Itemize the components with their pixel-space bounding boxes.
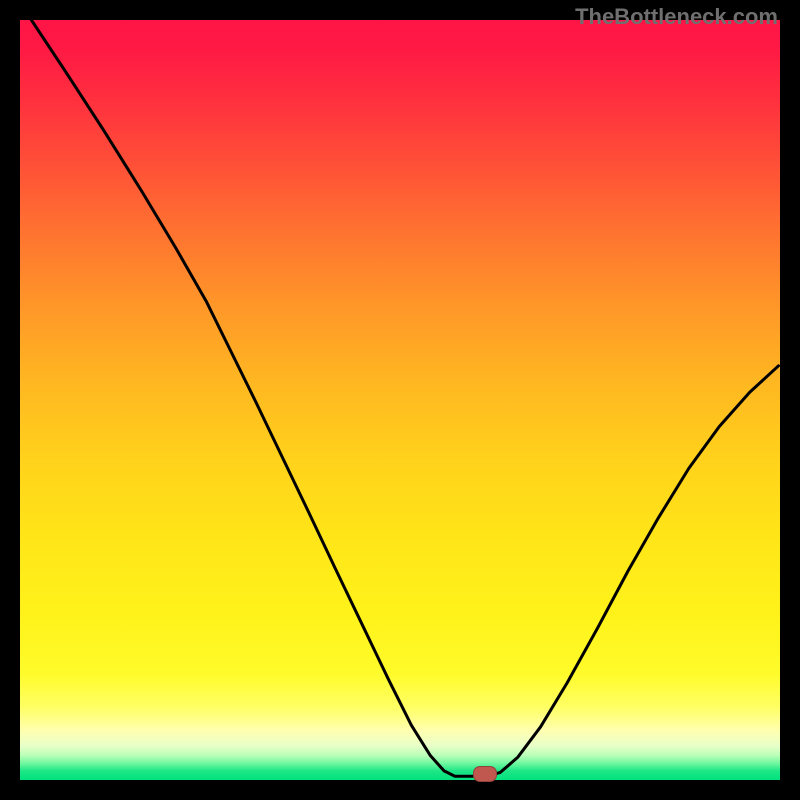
plot-area [20,20,780,780]
watermark-text: TheBottleneck.com [575,4,778,30]
bottleneck-curve [20,20,780,780]
optimal-point-marker [473,766,497,782]
